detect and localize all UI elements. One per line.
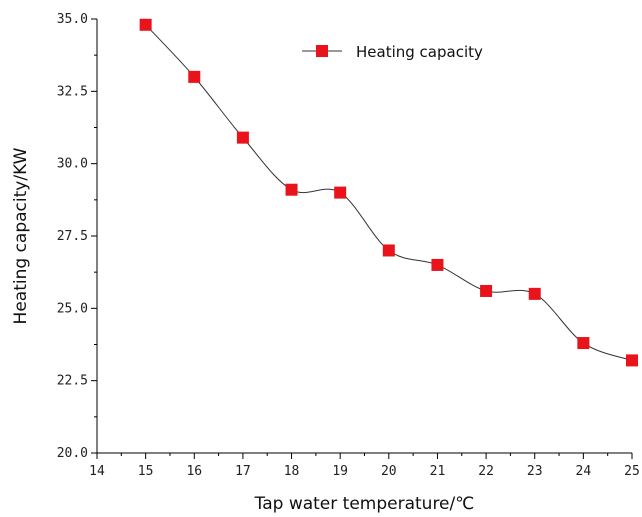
data-point-marker (285, 183, 298, 196)
x-tick-label: 24 (576, 464, 592, 479)
x-tick-label: 20 (381, 464, 397, 479)
y-tick-label: 20.0 (57, 446, 88, 461)
data-point-marker (577, 337, 590, 350)
series-line (145, 24, 633, 361)
data-point-marker (382, 244, 395, 257)
data-point-marker (236, 131, 249, 144)
legend-label: Heating capacity (356, 43, 483, 61)
data-point-marker (480, 284, 493, 297)
series-markers (139, 18, 638, 367)
data-point-marker (626, 354, 638, 367)
x-tick-label: 21 (430, 464, 446, 479)
y-tick-label: 32.5 (57, 84, 88, 99)
y-axis-ticks: 20.0 22.5 25.0 27.5 30.0 32.5 35.0 (57, 12, 97, 461)
y-tick-label: 25.0 (57, 301, 88, 316)
x-tick-label: 17 (235, 464, 251, 479)
data-point-marker (334, 186, 347, 199)
legend: Heating capacity (302, 43, 483, 61)
data-point-marker (528, 287, 541, 300)
data-point-marker (139, 18, 152, 31)
x-tick-label: 14 (89, 464, 105, 479)
x-axis-label: Tap water temperature/℃ (254, 494, 475, 514)
x-axis-ticks: 14 15 16 17 18 19 20 21 22 23 24 25 (89, 453, 640, 479)
y-tick-label: 27.5 (57, 229, 88, 244)
y-tick-label: 22.5 (57, 374, 88, 389)
x-tick-label: 15 (138, 464, 154, 479)
data-point-marker (188, 70, 201, 83)
x-tick-label: 25 (624, 464, 640, 479)
y-tick-label: 35.0 (57, 12, 88, 27)
axes (96, 19, 632, 454)
data-point-marker (431, 258, 444, 271)
y-tick-label: 30.0 (57, 157, 88, 172)
x-tick-label: 22 (478, 464, 494, 479)
y-axis-label: Heating capacity/KW (11, 147, 31, 324)
legend-marker-swatch (316, 45, 328, 57)
x-tick-label: 19 (332, 464, 348, 479)
x-tick-label: 16 (186, 464, 202, 479)
x-tick-label: 23 (527, 464, 543, 479)
x-tick-label: 18 (284, 464, 300, 479)
